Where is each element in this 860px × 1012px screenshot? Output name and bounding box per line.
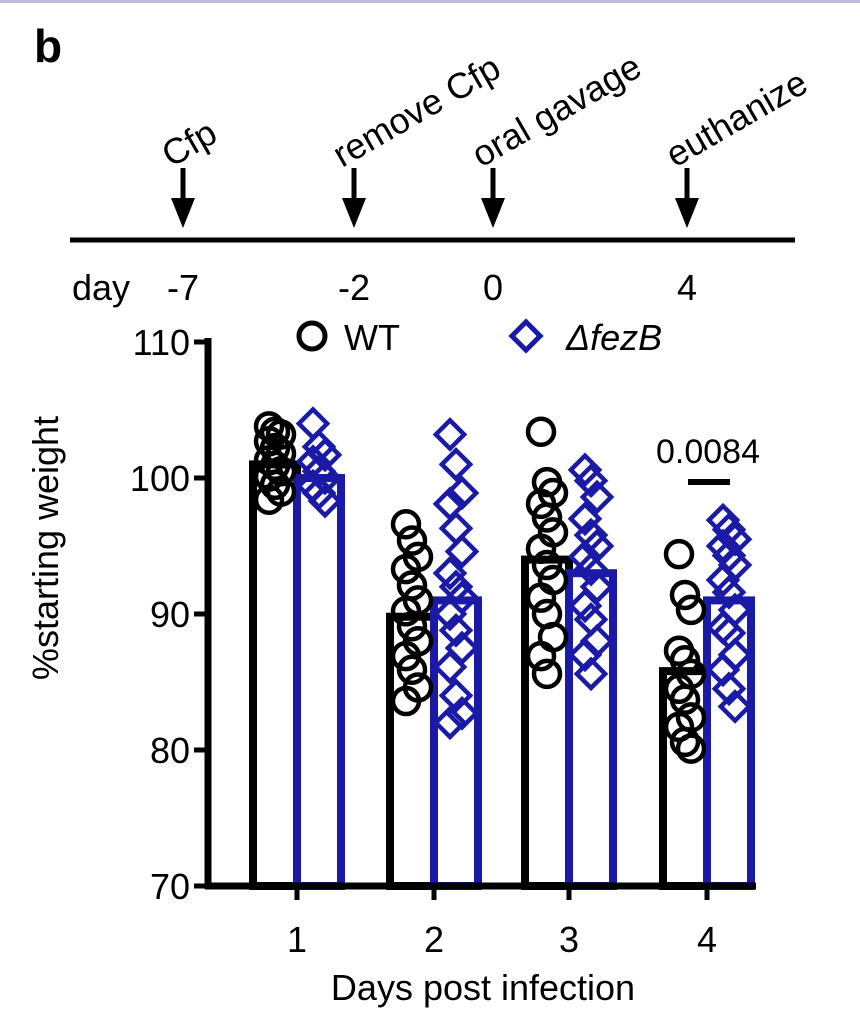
axes-layer: 70 80 90 100 110 1 2 3 4 bbox=[130, 322, 756, 960]
point-wt bbox=[675, 594, 707, 626]
timeline-day-value: -7 bbox=[167, 267, 199, 308]
point-wt bbox=[531, 502, 563, 533]
point-fezb bbox=[307, 437, 343, 473]
point-fezb bbox=[432, 705, 468, 741]
point-wt bbox=[525, 488, 557, 520]
timeline-day-value: -2 bbox=[338, 267, 370, 308]
point-wt bbox=[390, 553, 422, 585]
point-fezb bbox=[717, 521, 753, 557]
top-border bbox=[0, 0, 860, 3]
legend-marker-wt bbox=[296, 320, 328, 352]
y-tick-label: 90 bbox=[150, 594, 190, 635]
legend: WT ΔfezB bbox=[296, 317, 662, 358]
x-tick-label: 4 bbox=[697, 919, 717, 960]
x-axis-title: Days post infection bbox=[331, 967, 635, 1008]
point-fezb bbox=[717, 689, 753, 724]
y-tick-label: 80 bbox=[150, 730, 190, 771]
point-fezb bbox=[444, 695, 480, 731]
legend-marker-fezb bbox=[508, 318, 544, 354]
bar-wt-day-1 bbox=[249, 460, 301, 890]
point-fezb bbox=[432, 486, 468, 522]
point-wt bbox=[531, 549, 563, 581]
point-wt bbox=[390, 640, 422, 672]
y-tick-label: 110 bbox=[133, 322, 190, 363]
timeline-arrow-head bbox=[171, 198, 195, 228]
point-wt bbox=[669, 644, 701, 676]
chart: 70 80 90 100 110 1 2 3 4 WT ΔfezB 0.0084 %starti… bbox=[25, 317, 760, 1008]
timeline-day-value: 4 bbox=[677, 267, 697, 308]
timeline-arrow-head bbox=[675, 198, 699, 228]
point-fezb bbox=[432, 555, 468, 591]
x-tick-label: 3 bbox=[559, 919, 579, 960]
y-axis-title: %starting weight bbox=[25, 416, 66, 680]
point-wt bbox=[390, 596, 422, 627]
point-fezb bbox=[579, 479, 615, 515]
point-wt bbox=[253, 484, 285, 516]
timeline-day-label: day bbox=[72, 267, 130, 308]
x-tick-label: 1 bbox=[287, 919, 307, 960]
y-tick-label: 100 bbox=[130, 458, 190, 499]
point-wt bbox=[675, 733, 707, 764]
points-layer bbox=[253, 406, 753, 764]
point-fezb bbox=[307, 460, 343, 496]
panel-label: b bbox=[34, 20, 62, 72]
significance-label: 0.0084 bbox=[656, 433, 760, 471]
point-fezb bbox=[567, 501, 603, 537]
point-wt bbox=[669, 726, 701, 758]
point-fezb bbox=[432, 649, 468, 685]
timeline-arrow-head bbox=[481, 198, 505, 228]
point-wt bbox=[663, 538, 695, 570]
bar-fezb-day-4 bbox=[703, 596, 755, 891]
point-wt bbox=[525, 640, 557, 672]
y-tick-label: 70 bbox=[150, 866, 190, 907]
point-fezb bbox=[573, 656, 609, 692]
point-wt bbox=[669, 684, 701, 715]
point-wt bbox=[396, 570, 428, 601]
bar-fezb-day-1 bbox=[293, 474, 345, 890]
point-wt bbox=[525, 533, 557, 564]
timeline-event-label: euthanize bbox=[659, 61, 815, 175]
point-fezb bbox=[444, 475, 480, 511]
point-wt bbox=[396, 610, 428, 642]
point-wt bbox=[259, 469, 291, 501]
point-wt bbox=[396, 525, 428, 556]
point-wt bbox=[525, 416, 557, 448]
legend-label-fezb: ΔfezB bbox=[565, 317, 662, 358]
timeline-day-value: 0 bbox=[483, 267, 503, 308]
point-wt bbox=[669, 579, 701, 611]
point-fezb bbox=[567, 588, 603, 624]
point-fezb bbox=[432, 417, 468, 452]
point-fezb bbox=[567, 539, 603, 575]
timeline-event-label: Cfp bbox=[155, 111, 224, 175]
point-wt bbox=[531, 658, 563, 690]
point-fezb bbox=[432, 596, 468, 632]
legend-label-wt: WT bbox=[344, 317, 400, 358]
x-tick-label: 2 bbox=[424, 919, 444, 960]
point-wt bbox=[396, 654, 428, 686]
point-fezb bbox=[444, 534, 480, 569]
point-wt bbox=[525, 582, 557, 613]
point-fezb bbox=[573, 463, 609, 499]
point-wt bbox=[390, 685, 422, 717]
timeline-arrow-head bbox=[342, 198, 366, 228]
point-fezb bbox=[705, 562, 741, 598]
point-fezb bbox=[307, 483, 343, 519]
point-wt bbox=[390, 508, 422, 540]
point-fezb bbox=[438, 447, 474, 482]
